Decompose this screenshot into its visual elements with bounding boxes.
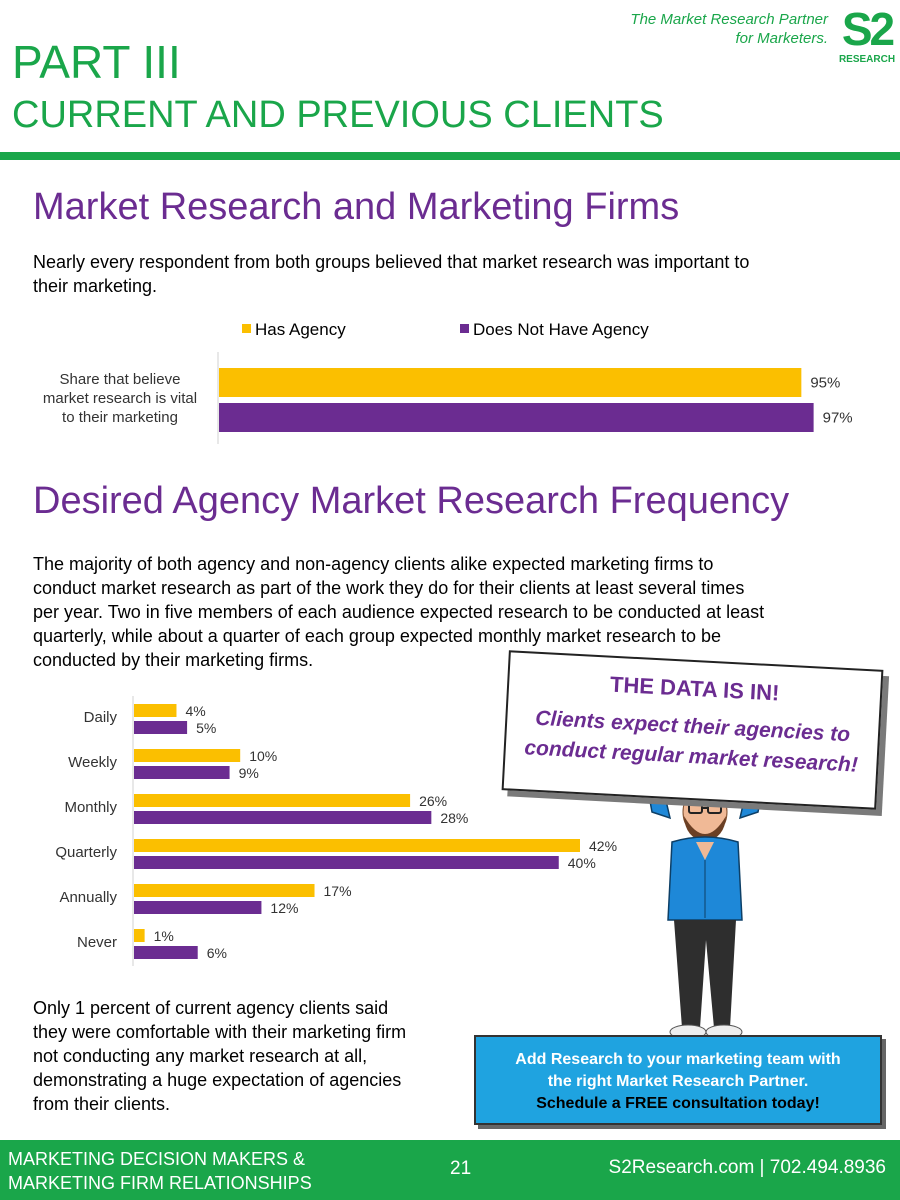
frequency-bar-chart: Daily 4%5% Weekly 10%9% Monthly 26%28% Quarter… (55, 696, 617, 966)
category-label: to their marketing (62, 409, 178, 426)
tagline-line-1: The Market Research Partner (630, 11, 828, 28)
bar-no-agency (134, 766, 230, 779)
data-label: 1% (154, 928, 174, 944)
section-heading-frequency: Desired Agency Market Research Frequency (33, 480, 790, 522)
category-label: Quarterly (55, 844, 117, 861)
tagline: The Market Research Partner for Marketer… (630, 10, 828, 48)
footer-report-title: MARKETING DECISION MAKERS & MARKETING FI… (8, 1147, 312, 1195)
intro-line: their marketing. (33, 276, 158, 296)
footer-title-line: MARKETING DECISION MAKERS & (8, 1149, 306, 1169)
category-label: Weekly (68, 754, 117, 771)
category-label: Monthly (64, 799, 117, 816)
s2-logo: S2 RESEARCH (838, 4, 896, 68)
note-line: from their clients. (33, 1094, 171, 1114)
frequency-line: conducted by their marketing firms. (33, 650, 314, 670)
part-subtitle: CURRENT AND PREVIOUS CLIENTS (12, 94, 664, 136)
intro-line: Nearly every respondent from both groups… (33, 252, 750, 272)
footer-contact[interactable]: S2Research.com | 702.494.8936 (608, 1157, 886, 1178)
note-line: not conducting any market research at al… (33, 1046, 368, 1066)
note-line: demonstrating a huge expectation of agen… (33, 1070, 402, 1090)
logo-subtext: RESEARCH (838, 54, 896, 65)
header-divider (0, 152, 900, 160)
bar-no-agency (134, 856, 559, 869)
data-label: 97% (823, 410, 853, 427)
legend-item-has-agency: Has Agency (242, 320, 346, 340)
bar-no-agency (134, 901, 262, 914)
data-label: 9% (239, 765, 259, 781)
data-label: 28% (440, 810, 468, 826)
data-label: 4% (185, 703, 205, 719)
bar-has-agency (134, 839, 580, 852)
bar-no-agency (134, 811, 432, 824)
category-label: Never (77, 934, 117, 951)
data-label: 26% (419, 793, 447, 809)
cta-line-1: Add Research to your marketing team with (515, 1051, 841, 1068)
bar-has-agency (219, 368, 802, 397)
frequency-line: quarterly, while about a quarter of each… (33, 626, 722, 646)
bar-has-agency (134, 929, 145, 942)
frequency-line: The majority of both agency and non-agen… (33, 554, 714, 574)
data-callout-sign: THE DATA IS IN! Clients expect their age… (501, 650, 884, 810)
section-heading-firms: Market Research and Marketing Firms (33, 186, 680, 228)
category-label: Share that believe (60, 371, 181, 388)
category-label: Daily (84, 709, 118, 726)
category-label: market research is vital (43, 390, 197, 407)
data-label: 5% (196, 720, 216, 736)
category-label: Annually (59, 889, 117, 906)
data-label: 10% (249, 748, 277, 764)
tagline-line-2: for Marketers. (735, 30, 828, 47)
cta-line-3: Schedule a FREE consultation today! (536, 1095, 820, 1112)
frequency-line: per year. Two in five members of each au… (33, 602, 765, 622)
bar-no-agency (134, 946, 198, 959)
legend-swatch-no-agency (460, 324, 469, 334)
legend-label-no-agency: Does Not Have Agency (473, 320, 649, 339)
logo-mark: S2 (841, 3, 895, 55)
data-label: 12% (270, 900, 298, 916)
legend-item-no-agency: Does Not Have Agency (460, 320, 649, 340)
note-line: they were comfortable with their marketi… (33, 1022, 407, 1042)
cta-line-2: the right Market Research Partner. (547, 1073, 809, 1090)
page-number: 21 (450, 1158, 472, 1179)
data-label: 95% (810, 375, 840, 392)
legend-label-has-agency: Has Agency (255, 320, 346, 339)
note-line: Only 1 percent of current agency clients… (33, 998, 389, 1018)
data-label: 17% (324, 883, 352, 899)
bar-has-agency (134, 884, 315, 897)
bar-has-agency (134, 794, 411, 807)
data-label: 40% (568, 855, 596, 871)
bar-no-agency (219, 403, 814, 432)
page-footer: MARKETING DECISION MAKERS & MARKETING FI… (0, 1140, 900, 1200)
section-intro-firms: Nearly every respondent from both groups… (33, 250, 749, 298)
consultation-cta[interactable]: Add Research to your marketing team with… (474, 1035, 882, 1125)
callout-message: Clients expect their agencies to conduct… (505, 702, 879, 781)
part-title: PART III (12, 36, 181, 88)
legend-swatch-has-agency (242, 324, 251, 334)
bar-has-agency (134, 749, 241, 762)
vital-research-bar-chart: Share that believe market research is vit… (43, 352, 853, 444)
data-label: 6% (207, 945, 227, 961)
frequency-note: Only 1 percent of current agency clients… (33, 996, 406, 1116)
data-label: 42% (589, 838, 617, 854)
bar-has-agency (134, 704, 177, 717)
section-intro-frequency: The majority of both agency and non-agen… (33, 552, 764, 672)
footer-title-line: MARKETING FIRM RELATIONSHIPS (8, 1173, 312, 1193)
bar-no-agency (134, 721, 188, 734)
frequency-line: conduct market research as part of the w… (33, 578, 745, 598)
